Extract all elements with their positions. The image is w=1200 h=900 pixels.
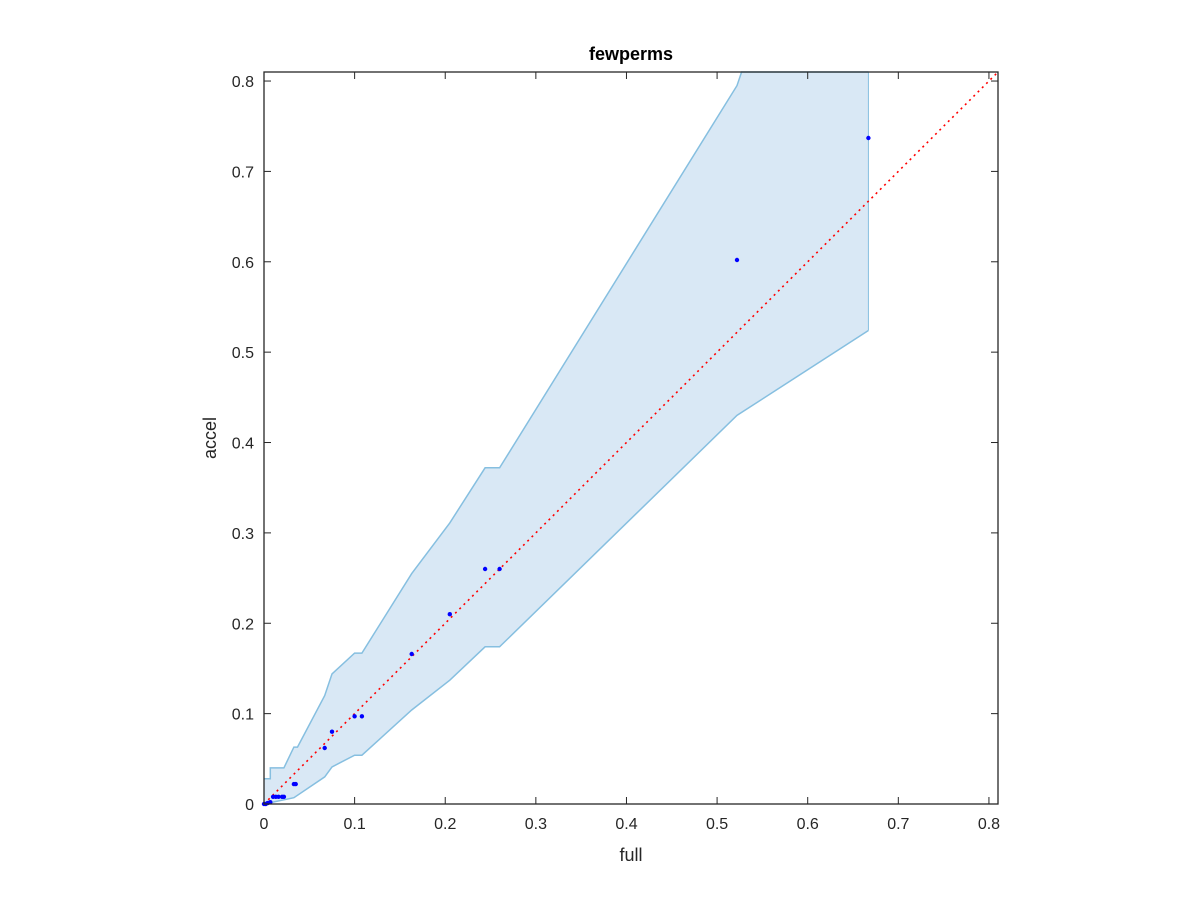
y-tick-label: 0.2 bbox=[232, 616, 254, 633]
plot-area: 0 0.1 0.2 0.3 0.4 0.5 0.6 0.7 0.8 0 0.1 0.2 0.3 0.4 0.… bbox=[232, 71, 1000, 833]
x-tick-label: 0.2 bbox=[434, 816, 456, 833]
y-tick-label: 0.8 bbox=[232, 74, 254, 91]
data-point bbox=[866, 135, 871, 141]
x-tick-label: 0.8 bbox=[978, 816, 1000, 833]
data-point bbox=[329, 729, 335, 734]
data-point bbox=[497, 566, 502, 572]
y-tick-label: 0.7 bbox=[232, 164, 254, 181]
y-tick-label: 0.1 bbox=[232, 707, 254, 724]
data-point bbox=[447, 612, 452, 617]
x-tick-label: 0.5 bbox=[706, 816, 728, 833]
y-axis-label: accel bbox=[200, 417, 220, 459]
confidence-band bbox=[264, 72, 869, 804]
y-tick-label: 0.5 bbox=[232, 345, 254, 362]
data-point bbox=[734, 257, 740, 263]
x-tick-label: 0.7 bbox=[887, 816, 909, 833]
y-tick-label: 0 bbox=[245, 797, 254, 814]
x-tick-label: 0.3 bbox=[525, 816, 547, 833]
data-point bbox=[409, 651, 414, 657]
x-tick-label: 0.1 bbox=[343, 816, 365, 833]
data-point bbox=[359, 714, 365, 719]
data-point bbox=[268, 800, 273, 805]
data-point bbox=[322, 745, 327, 751]
y-tick-label: 0.6 bbox=[232, 255, 254, 272]
x-tick-label: 0.4 bbox=[615, 816, 637, 833]
y-tick-label: 0.4 bbox=[232, 436, 254, 453]
x-tick-label: 0 bbox=[260, 816, 269, 833]
band-upper-edge bbox=[264, 71, 869, 780]
y-tick-label: 0.3 bbox=[232, 526, 254, 543]
band-lower-edge bbox=[263, 329, 869, 805]
x-axis-label: full bbox=[619, 845, 642, 865]
x-tick-label: 0.6 bbox=[797, 816, 819, 833]
data-point bbox=[482, 566, 488, 572]
axes-box bbox=[263, 71, 999, 805]
data-point bbox=[281, 794, 287, 799]
data-point bbox=[352, 714, 357, 719]
chart-title: fewperms bbox=[589, 44, 673, 64]
data-point bbox=[276, 794, 281, 799]
data-point bbox=[293, 781, 298, 787]
